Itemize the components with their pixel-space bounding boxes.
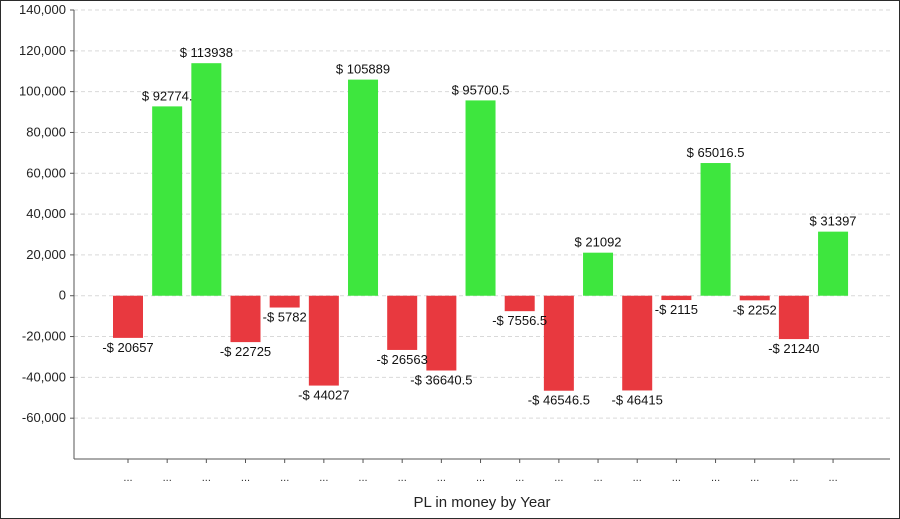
- bar: [269, 295, 300, 308]
- data-label: $ 105889: [336, 62, 390, 77]
- data-label: -$ 46546.5: [528, 393, 590, 408]
- x-tick-label: ...: [319, 472, 328, 484]
- x-tick-label: ...: [593, 472, 602, 484]
- x-tick-label: ...: [241, 472, 250, 484]
- data-label: -$ 44027: [298, 388, 349, 403]
- x-tick-label: ...: [163, 472, 172, 484]
- y-axis-ticks: 140,000 120,000 100,000 80,000 60,000 40,000 2…: [19, 2, 74, 425]
- bar: [739, 295, 770, 301]
- y-tick-label: 100,000: [19, 84, 66, 99]
- y-tick-label: 0: [59, 288, 66, 303]
- data-label: -$ 20657: [102, 340, 153, 355]
- bar: [308, 295, 339, 386]
- bar: [622, 295, 653, 391]
- x-tick-label: ...: [437, 472, 446, 484]
- bar: [387, 295, 418, 350]
- bar: [778, 295, 809, 340]
- bar: [152, 106, 183, 296]
- bar: [426, 295, 457, 371]
- data-label: -$ 21240: [768, 341, 819, 356]
- data-label: -$ 26563: [377, 352, 428, 367]
- bar: [661, 295, 692, 301]
- y-tick-label: -20,000: [22, 329, 66, 344]
- data-label: $ 21092: [575, 235, 622, 250]
- y-tick-label: 120,000: [19, 43, 66, 58]
- y-tick-label: 140,000: [19, 2, 66, 17]
- x-tick-label: ...: [123, 472, 132, 484]
- y-tick-label: -60,000: [22, 410, 66, 425]
- data-label: $ 95700.5: [452, 82, 510, 97]
- data-label: -$ 2252: [733, 302, 777, 317]
- x-tick-label: ...: [828, 472, 837, 484]
- x-tick-label: ...: [202, 472, 211, 484]
- x-tick-label: ...: [750, 472, 759, 484]
- data-label: -$ 46415: [612, 392, 663, 407]
- bar: [818, 231, 849, 296]
- data-label: $ 31397: [810, 214, 857, 229]
- bar: [700, 163, 731, 296]
- grid-lines: [74, 9, 890, 419]
- data-label: -$ 7556.5: [492, 313, 547, 328]
- y-tick-label: 60,000: [26, 165, 66, 180]
- y-tick-label: 80,000: [26, 124, 66, 139]
- bar: [504, 295, 535, 312]
- bar: [583, 252, 614, 296]
- x-tick-label: ...: [711, 472, 720, 484]
- bars: [113, 63, 849, 391]
- data-label: $ 92774.: [142, 88, 193, 103]
- x-tick-label: ...: [554, 472, 563, 484]
- bar: [191, 63, 222, 296]
- data-labels: -$ 20657 $ 92774. $ 113938 -$ 22725 -$ 5782 -…: [102, 45, 856, 408]
- y-tick-label: 20,000: [26, 247, 66, 262]
- x-tick-label: ...: [789, 472, 798, 484]
- x-tick-label: ...: [515, 472, 524, 484]
- x-axis-title: PL in money by Year: [413, 494, 550, 511]
- axes: [73, 10, 890, 460]
- y-tick-label: 40,000: [26, 206, 66, 221]
- data-label: -$ 36640.5: [410, 373, 472, 388]
- x-tick-label: ...: [633, 472, 642, 484]
- x-tick-label: ...: [476, 472, 485, 484]
- x-tick-label: ...: [358, 472, 367, 484]
- x-tick-label: ...: [398, 472, 407, 484]
- x-tick-label: ...: [672, 472, 681, 484]
- bar: [465, 100, 496, 296]
- data-label: $ 113938: [180, 45, 233, 60]
- bar: [113, 295, 143, 338]
- bar: [348, 79, 379, 296]
- bar: [543, 295, 574, 391]
- x-axis-ticks: ........................................…: [123, 459, 838, 484]
- data-label: -$ 2115: [655, 302, 698, 317]
- data-label: -$ 22725: [220, 344, 271, 359]
- data-label: $ 65016.5: [687, 145, 745, 160]
- bar: [230, 295, 261, 343]
- x-tick-label: ...: [280, 472, 289, 484]
- y-tick-label: -40,000: [22, 369, 66, 384]
- data-label: -$ 5782: [263, 310, 307, 325]
